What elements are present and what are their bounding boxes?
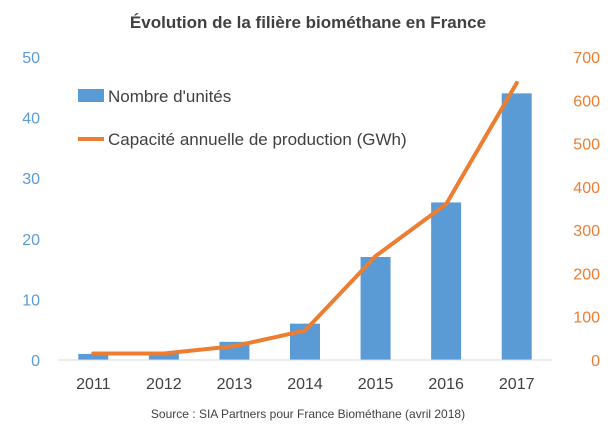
x-tick-label: 2017 xyxy=(499,376,535,393)
bar xyxy=(501,93,532,361)
left-tick-label: 0 xyxy=(31,353,40,370)
x-tick-label: 2011 xyxy=(76,376,111,393)
legend: Nombre d'unités Capacité annuelle de pro… xyxy=(78,87,407,149)
bar xyxy=(431,202,462,360)
right-tick-label: 500 xyxy=(573,137,600,154)
right-tick-label: 0 xyxy=(591,353,600,370)
left-tick-label: 30 xyxy=(22,171,40,188)
legend-swatch-bar xyxy=(78,89,104,102)
left-tick-label: 40 xyxy=(22,111,40,128)
bar xyxy=(360,256,391,360)
bar-series xyxy=(78,93,532,361)
right-tick-label: 700 xyxy=(573,50,600,67)
line-point xyxy=(303,328,307,333)
bar xyxy=(78,353,109,360)
line-point xyxy=(232,344,237,349)
right-tick-label: 300 xyxy=(573,223,600,240)
bar xyxy=(148,353,179,360)
line-point xyxy=(444,202,449,207)
legend-label-line: Capacité annuelle de production (GWh) xyxy=(108,130,407,149)
line-point xyxy=(514,80,519,85)
x-tick-label: 2016 xyxy=(428,376,464,393)
left-tick-label: 10 xyxy=(22,292,40,309)
x-axis-ticks: 2011 2012 2013 2014 2015 2016 2017 xyxy=(76,376,535,393)
x-tick-label: 2015 xyxy=(358,376,394,393)
right-tick-label: 100 xyxy=(573,310,600,327)
line-point xyxy=(161,351,166,356)
line-point xyxy=(373,254,378,259)
line-point xyxy=(91,351,96,356)
legend-label-bar: Nombre d'unités xyxy=(108,87,231,106)
line-series xyxy=(91,80,519,356)
x-tick-label: 2013 xyxy=(217,376,253,393)
x-tick-label: 2012 xyxy=(146,376,182,393)
left-tick-label: 50 xyxy=(22,50,40,67)
left-axis-ticks: 0 10 20 30 40 50 xyxy=(22,50,40,370)
right-tick-label: 400 xyxy=(573,180,600,197)
source-note: Source : SIA Partners pour France Biomét… xyxy=(151,407,465,421)
right-tick-label: 200 xyxy=(573,266,600,283)
right-axis-ticks: 0 100 200 300 400 500 600 700 xyxy=(573,50,600,370)
left-tick-label: 20 xyxy=(22,232,40,249)
right-tick-label: 600 xyxy=(573,93,600,110)
x-tick-label: 2014 xyxy=(287,376,323,393)
chart-title: Évolution de la filière biométhane en Fr… xyxy=(130,13,486,32)
